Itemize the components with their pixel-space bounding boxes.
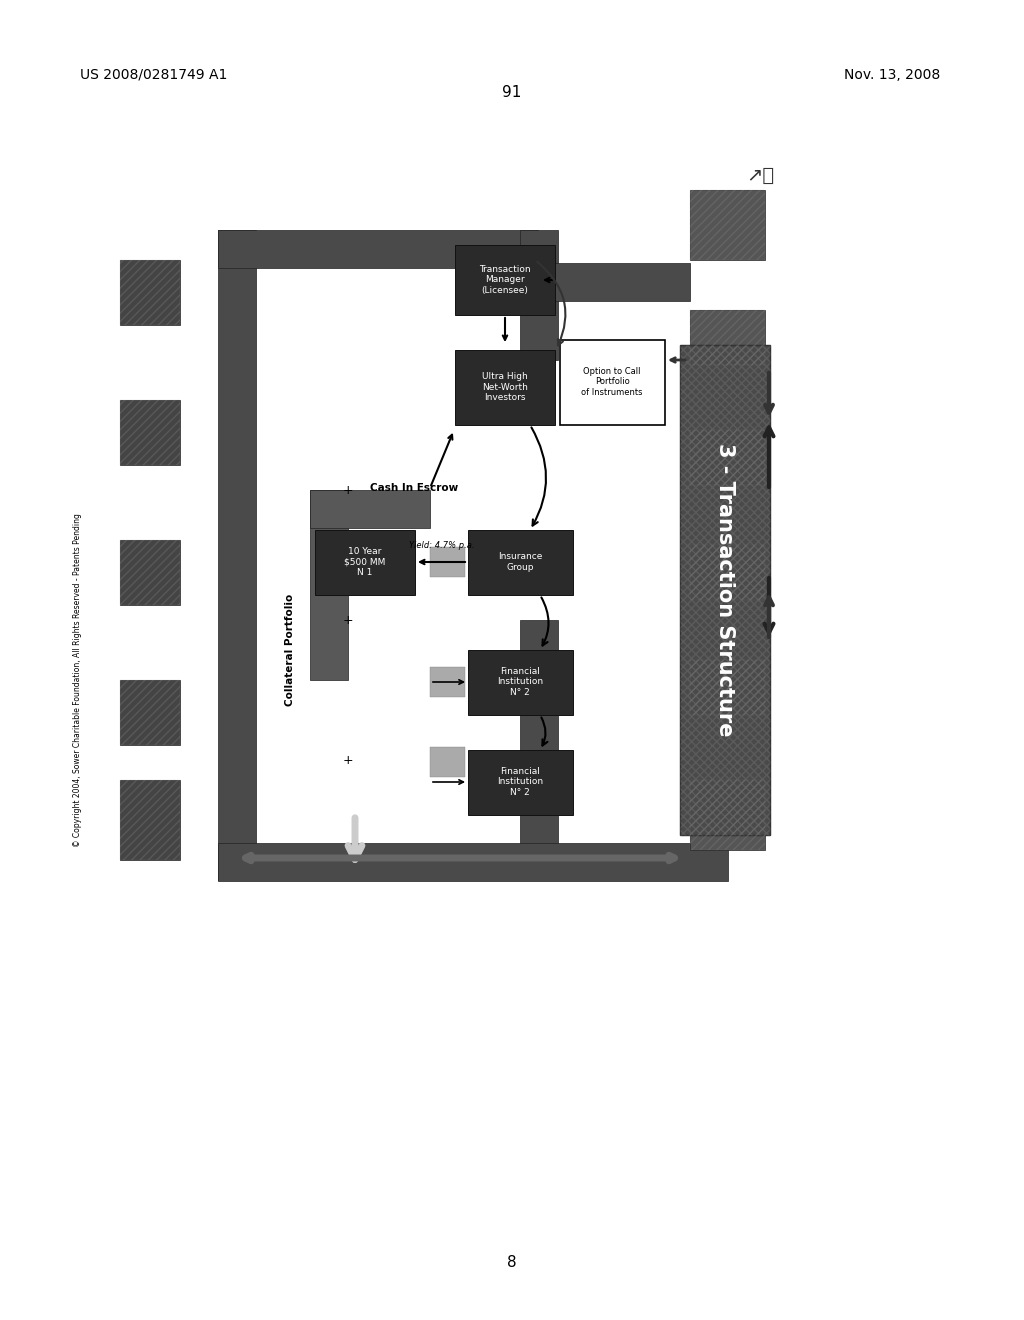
Text: +: + xyxy=(343,614,353,627)
Bar xyxy=(690,310,765,366)
Bar xyxy=(520,620,558,880)
Bar xyxy=(468,750,573,814)
Text: Collateral Portfolio: Collateral Portfolio xyxy=(285,594,295,706)
Text: Cash In Escrow: Cash In Escrow xyxy=(370,483,459,492)
Bar xyxy=(310,490,430,528)
Text: Option to Call
Portfolio
of Instruments: Option to Call Portfolio of Instruments xyxy=(582,367,643,397)
Bar xyxy=(690,430,765,484)
Bar xyxy=(560,341,665,425)
Bar xyxy=(690,660,765,715)
Bar xyxy=(540,263,690,301)
Bar xyxy=(120,260,180,325)
Bar xyxy=(520,230,558,360)
Bar xyxy=(120,540,180,605)
Text: 3 - Transaction Structure: 3 - Transaction Structure xyxy=(715,444,735,737)
Bar xyxy=(120,540,180,605)
Bar xyxy=(120,400,180,465)
Bar xyxy=(690,545,765,601)
Bar xyxy=(430,747,465,777)
Text: Transaction
Manager
(Licensee): Transaction Manager (Licensee) xyxy=(479,265,530,294)
Bar xyxy=(218,843,728,880)
Bar xyxy=(120,680,180,744)
Bar xyxy=(690,660,765,715)
Bar xyxy=(690,780,765,850)
Bar xyxy=(690,780,765,850)
Bar xyxy=(690,545,765,601)
Text: 91: 91 xyxy=(503,84,521,100)
Bar xyxy=(315,531,415,595)
Bar xyxy=(218,230,256,880)
Text: Financial
Institution
N° 2: Financial Institution N° 2 xyxy=(497,667,543,697)
Bar xyxy=(468,649,573,715)
Bar xyxy=(680,345,770,836)
Bar xyxy=(690,190,765,260)
Text: ↗🏹: ↗🏹 xyxy=(745,165,774,185)
Text: Ultra High
Net-Worth
Investors: Ultra High Net-Worth Investors xyxy=(482,372,528,401)
Text: Financial
Institution
N° 2: Financial Institution N° 2 xyxy=(497,767,543,797)
Bar xyxy=(310,490,348,680)
Bar xyxy=(680,345,770,836)
Text: Yield: 4.7% p.a.: Yield: 4.7% p.a. xyxy=(410,541,475,550)
Bar xyxy=(455,350,555,425)
Bar xyxy=(120,400,180,465)
Bar xyxy=(430,546,465,577)
Text: 10 Year
$500 MM
N 1: 10 Year $500 MM N 1 xyxy=(344,546,386,577)
Bar xyxy=(690,430,765,484)
Bar xyxy=(690,310,765,366)
Text: +: + xyxy=(343,483,353,496)
Text: Insurance
Group: Insurance Group xyxy=(498,552,542,572)
Bar xyxy=(120,680,180,744)
Bar xyxy=(468,531,573,595)
Bar xyxy=(120,780,180,861)
Text: +: + xyxy=(343,754,353,767)
Bar xyxy=(120,260,180,325)
Bar xyxy=(430,667,465,697)
Bar xyxy=(455,246,555,315)
Bar xyxy=(690,190,765,260)
Text: © Copyright 2004, Sower Charitable Foundation, All Rights Reserved - Patents Pen: © Copyright 2004, Sower Charitable Found… xyxy=(74,513,83,847)
Bar xyxy=(218,230,538,268)
Bar xyxy=(120,780,180,861)
Text: US 2008/0281749 A1: US 2008/0281749 A1 xyxy=(80,69,227,82)
Text: 8: 8 xyxy=(507,1255,517,1270)
Text: Nov. 13, 2008: Nov. 13, 2008 xyxy=(844,69,940,82)
